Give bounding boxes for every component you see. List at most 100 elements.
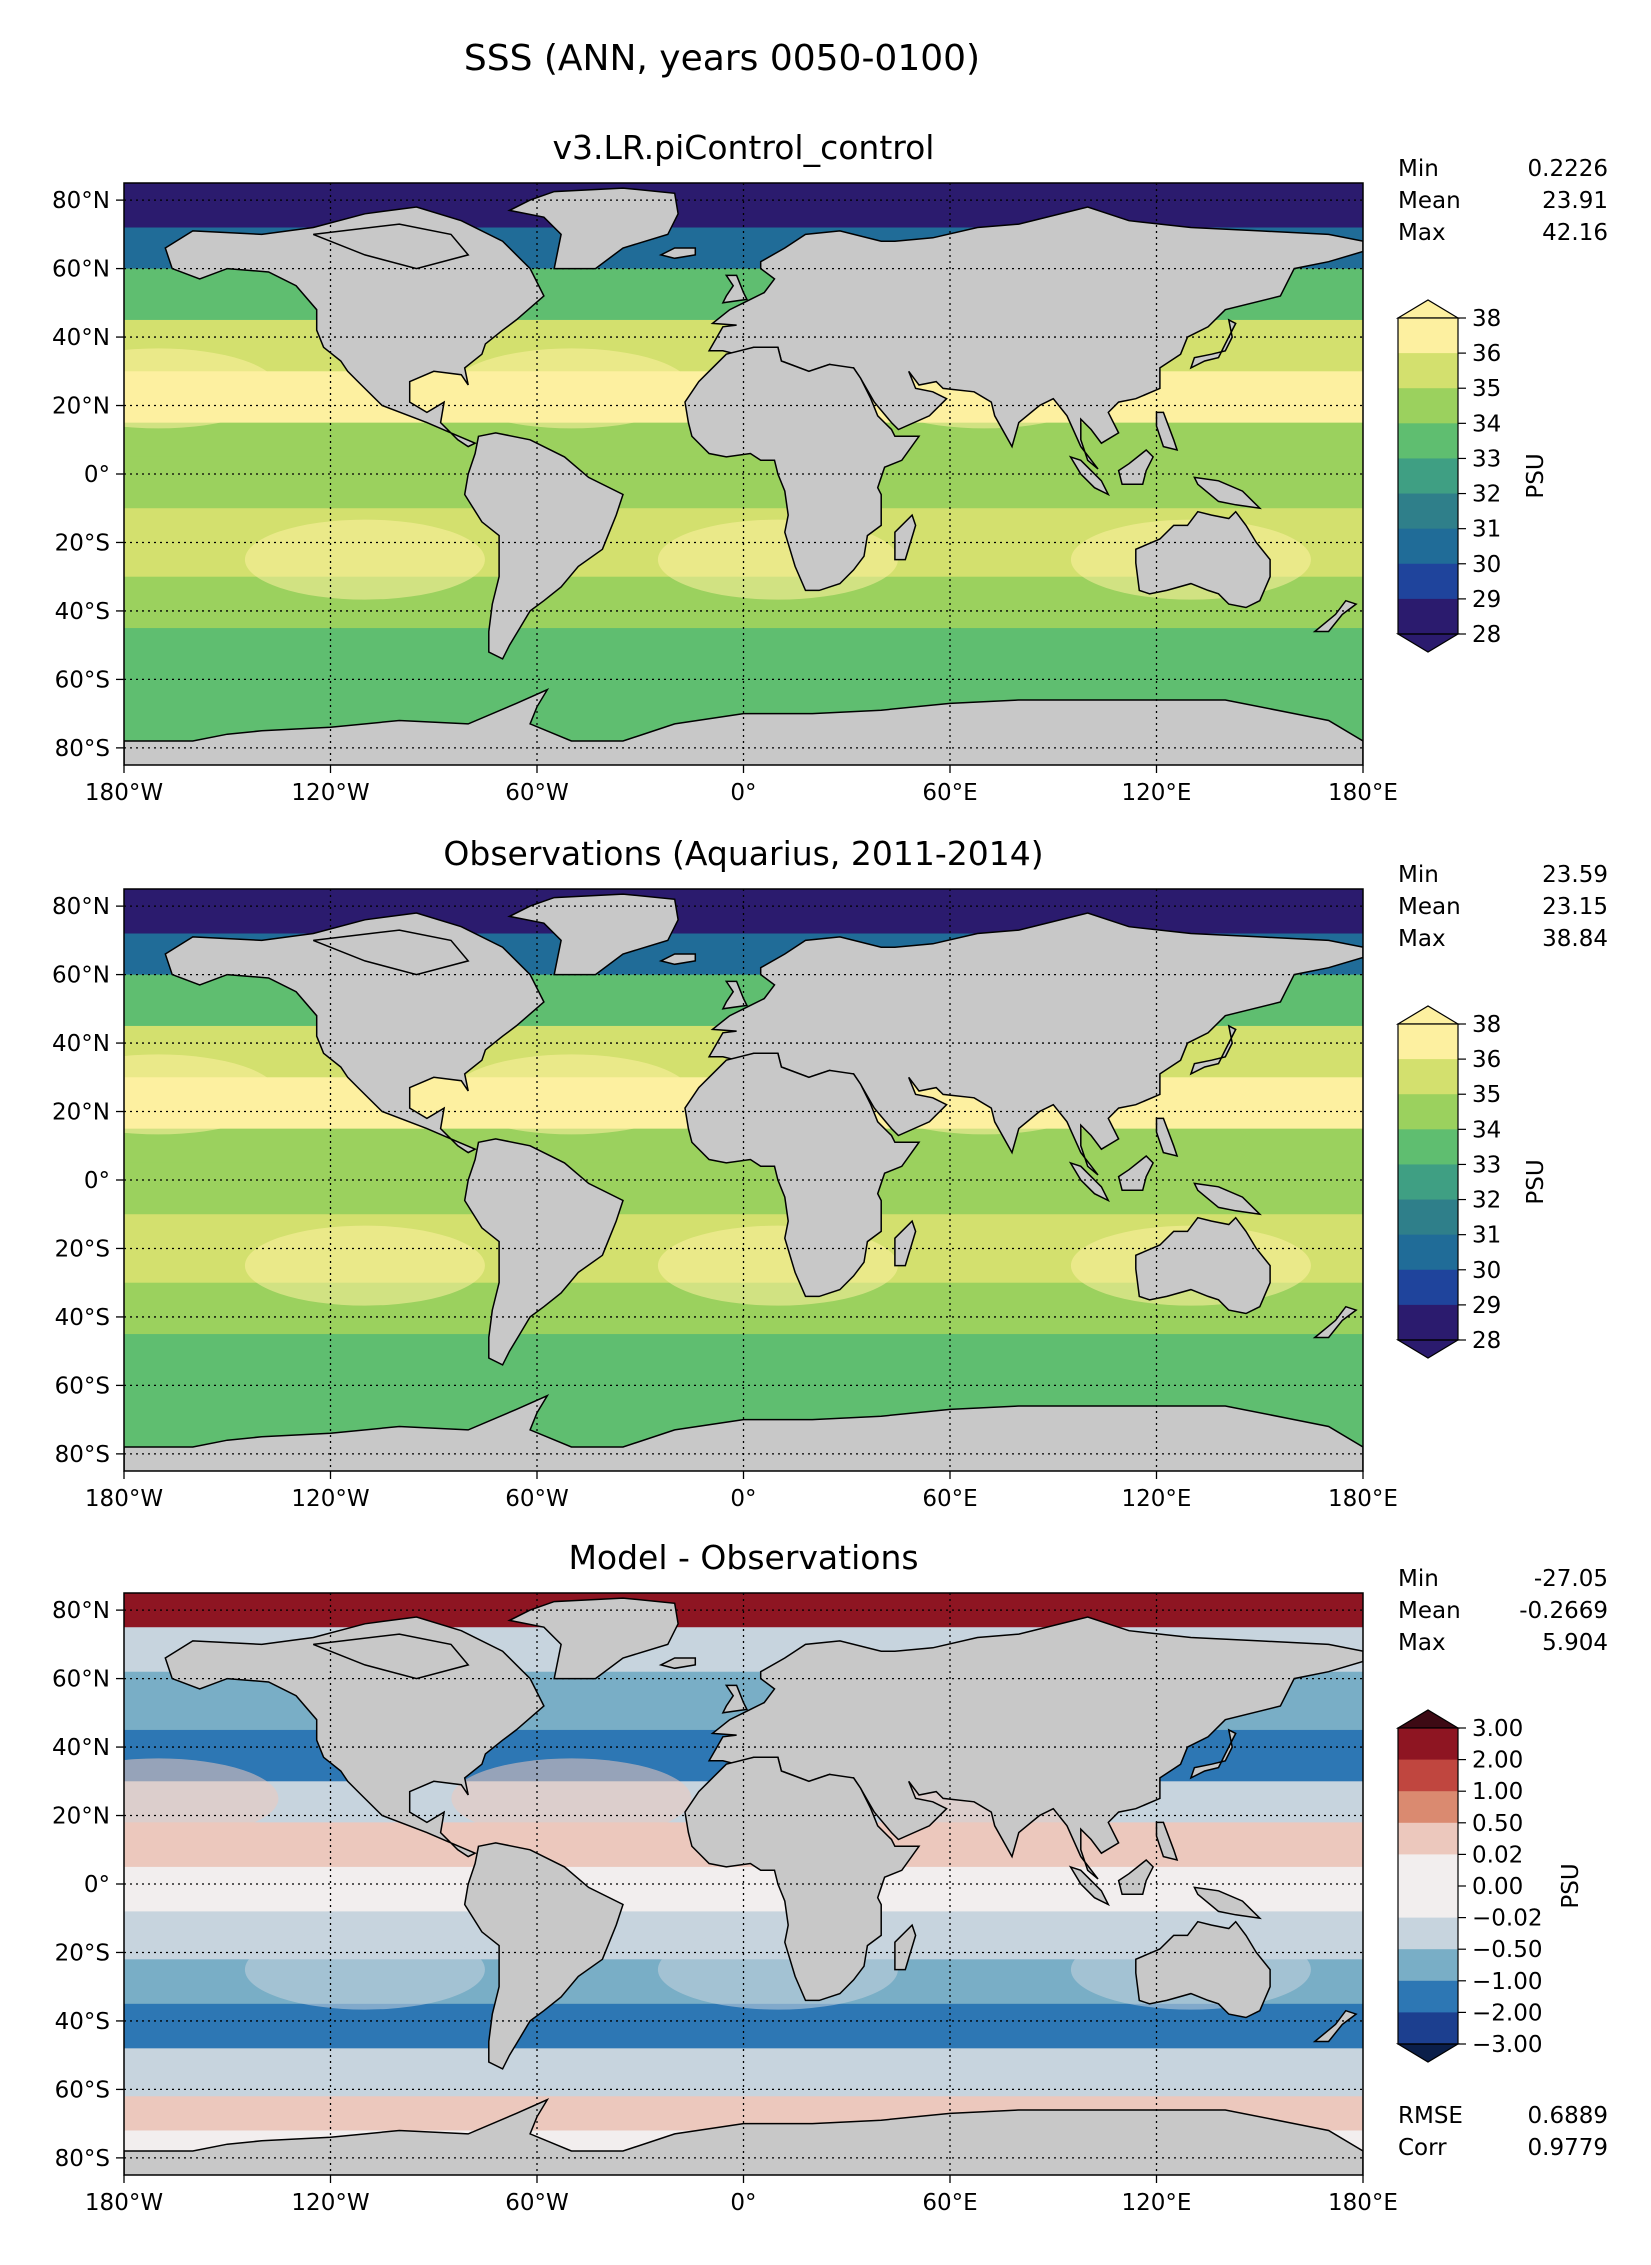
colorbar-tick-label: 33 [1472,1152,1501,1178]
colorbar-segment [1398,1129,1458,1165]
y-tick-label: 60°N [52,963,110,989]
x-tick-label: 180°E [1328,780,1398,806]
y-tick-label: 80°S [55,1442,110,1468]
y-tick-label: 40°N [52,325,110,351]
colorbar-tick-label: 36 [1472,1047,1501,1073]
colorbar-segment [1398,1269,1458,1306]
y-tick-label: 40°S [55,599,110,625]
y-tick-label: 60°N [52,257,110,283]
y-tick-label: 60°S [55,667,110,693]
stat-value: 0.9779 [1528,2135,1608,2161]
x-tick-label: 60°E [922,780,977,806]
colorbar-tick-label: 29 [1472,1293,1501,1319]
colorbar-tick-label: 32 [1472,1188,1501,1214]
land [124,1597,1363,2175]
land [124,187,1363,765]
colorbar-tick-label: 29 [1472,587,1501,613]
colorbar-tick-label: 0.50 [1472,1811,1523,1837]
colorbar-tick-label: 35 [1472,376,1501,402]
colorbar-tick-label: 0.02 [1472,1842,1523,1868]
colorbar-tick-label: −0.02 [1472,1906,1542,1932]
colorbar-segment [1398,1059,1458,1095]
colorbar-segment [1398,423,1458,459]
y-tick-label: 20°N [52,1804,110,1830]
gridlines [124,1593,1363,2175]
x-tick-label: 180°W [85,2190,163,2216]
colorbar: 3.00 2.00 1.00 0.50 0.02 0.00 −0.02 −0.50 −1.00 −… [1395,1709,1584,2063]
colorbar-segment [1398,1234,1458,1271]
colorbar-segment [1398,353,1458,389]
x-tick-label: 60°E [922,1486,977,1512]
colorbar-segment [1398,528,1458,565]
stat-value: -27.05 [1534,1566,1608,1592]
colorbar-tick-label: 36 [1472,341,1501,367]
y-tick-label: 20°S [55,530,110,556]
stat-label: Max [1398,926,1446,952]
stat-value: 42.16 [1542,220,1608,246]
stat-value: -0.2669 [1519,1598,1608,1624]
x-tick-label: 0° [730,780,756,806]
colorbar-tick-label: 32 [1472,482,1501,508]
colorbar-tick-label: −0.50 [1472,1937,1542,1963]
colorbar-tick-label: 31 [1472,1223,1501,1249]
x-tick-label: 180°E [1328,1486,1398,1512]
stat-label: Min [1398,1566,1439,1592]
colorbar-segment [1398,2012,1458,2045]
x-tick-label: 60°W [505,2190,569,2216]
colorbar-tick-label: 2.00 [1472,1748,1523,1774]
colorbar-segment [1398,1199,1458,1236]
colorbar-segment [1398,1728,1458,1761]
x-tick-label: 60°W [505,780,569,806]
colorbar-tick-label: −3.00 [1472,2032,1542,2058]
colorbar-tick-label: −2.00 [1472,2000,1542,2026]
panel-2: Observations (Aquarius, 2011-2014) 180°W 1… [52,834,1608,1512]
colorbar-segment [1398,1822,1458,1855]
y-tick-label: 40°N [52,1735,110,1761]
x-tick-label: 120°E [1122,1486,1192,1512]
x-tick-label: 120°W [291,2190,369,2216]
stat-value: 38.84 [1542,926,1608,952]
colorbar-tick-label: 28 [1472,1328,1501,1354]
y-tick-label: 40°N [52,1031,110,1057]
colorbar-tick-label: 1.00 [1472,1779,1523,1805]
colorbar-label: PSU [1523,453,1549,498]
colorbar-segment [1398,1304,1458,1341]
colorbar-tick-label: 30 [1472,1258,1501,1284]
colorbar-segment [1398,563,1458,600]
y-tick-label: 80°S [55,2146,110,2172]
panel-title: Model - Observations [568,1538,918,1577]
colorbar-tick-label: 34 [1472,1117,1501,1143]
stat-value: 23.59 [1542,862,1608,888]
colorbar-segment [1398,1949,1458,1982]
stat-label: Mean [1398,894,1461,920]
colorbar-segment [1398,598,1458,635]
gridlines [124,889,1363,1471]
y-tick-label: 60°N [52,1667,110,1693]
colorbar-tick-label: 30 [1472,552,1501,578]
x-tick-label: 120°W [291,1486,369,1512]
colorbar-tick-label: 35 [1472,1082,1501,1108]
colorbar-tick-label: 34 [1472,411,1501,437]
colorbar-tick-label: 33 [1472,446,1501,472]
stat-value: 0.6889 [1528,2103,1608,2129]
colorbar-tick-label: −1.00 [1472,1969,1542,1995]
colorbar-segment [1398,1094,1458,1130]
x-tick-label: 120°W [291,780,369,806]
stat-label: Max [1398,220,1446,246]
colorbar-segment [1398,1980,1458,2013]
colorbar-segment [1398,388,1458,424]
colorbar-tick-label: 38 [1472,1012,1501,1038]
figure-title: SSS (ANN, years 0050-0100) [464,38,980,79]
colorbar-segment [1398,1759,1458,1792]
x-tick-label: 120°E [1122,2190,1192,2216]
x-tick-label: 60°W [505,1486,569,1512]
stat-label: RMSE [1398,2103,1463,2129]
y-tick-label: 0° [84,462,110,488]
colorbar-segment [1398,1886,1458,1919]
stat-label: Corr [1398,2135,1447,2161]
colorbar-tick-label: 3.00 [1472,1716,1523,1742]
x-tick-label: 180°W [85,780,163,806]
colorbar: 38 36 35 34 33 32 31 30 29 28 PSU [1395,299,1549,653]
y-tick-label: 20°N [52,1100,110,1126]
